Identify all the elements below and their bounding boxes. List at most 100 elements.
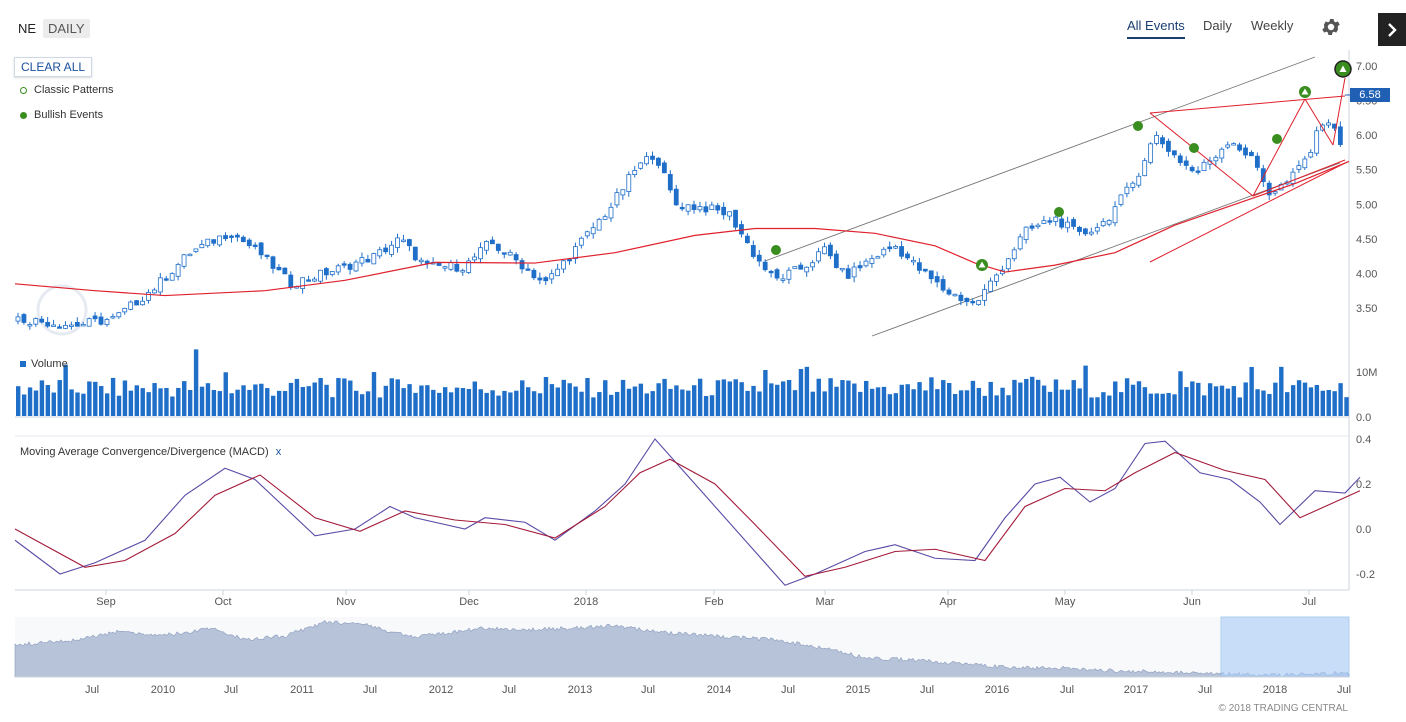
candle-body bbox=[401, 239, 406, 242]
price-tick-label: 5.00 bbox=[1356, 199, 1377, 211]
candle-body bbox=[786, 269, 792, 280]
volume-bar bbox=[1059, 389, 1065, 416]
candle-body bbox=[151, 289, 157, 294]
volume-bar bbox=[1207, 383, 1213, 416]
legend-bullish-events[interactable]: Bullish Events bbox=[20, 109, 103, 121]
x-tick-label: Jun bbox=[1183, 596, 1201, 608]
volume-bar bbox=[1160, 393, 1165, 416]
volume-bar bbox=[431, 389, 436, 416]
candle-body bbox=[762, 261, 768, 271]
volume-bar bbox=[632, 386, 638, 416]
gear-icon[interactable] bbox=[1320, 16, 1342, 38]
volume-bar bbox=[419, 385, 424, 416]
volume-bar bbox=[276, 390, 282, 416]
clear-all-button[interactable]: CLEAR ALL bbox=[14, 57, 93, 77]
x-tick-label: 2018 bbox=[574, 596, 598, 608]
legend-classic-label: Classic Patterns bbox=[34, 84, 114, 96]
candle-body bbox=[584, 231, 590, 237]
candle-body bbox=[1290, 171, 1296, 184]
candle-body bbox=[715, 205, 721, 211]
tab-weekly[interactable]: Weekly bbox=[1251, 18, 1294, 33]
candle-body bbox=[1118, 194, 1124, 205]
bullish-event-markers[interactable] bbox=[771, 60, 1352, 271]
candle-body bbox=[68, 324, 74, 327]
candle-body bbox=[1337, 126, 1343, 145]
macd-tick-label: -0.2 bbox=[1356, 569, 1375, 581]
volume-bar bbox=[834, 386, 839, 416]
volume-bar bbox=[1326, 389, 1331, 416]
x-axis: Sep Oct Nov Dec 2018 Feb Mar Apr May Jun Jul bbox=[96, 590, 1316, 608]
volume-bar bbox=[721, 379, 727, 416]
volume-bar bbox=[93, 381, 98, 416]
navigator-tick-label: 2014 bbox=[707, 684, 731, 696]
candle-body bbox=[804, 266, 810, 273]
interval-badge[interactable]: DAILY bbox=[43, 19, 90, 38]
volume-bar bbox=[1035, 379, 1041, 416]
x-tick-label: Feb bbox=[705, 596, 724, 608]
volume-bar bbox=[531, 391, 537, 416]
candle-body bbox=[1005, 258, 1011, 270]
candle-body bbox=[928, 270, 934, 280]
candle-body bbox=[229, 235, 234, 238]
candle-body bbox=[970, 300, 976, 304]
x-tick-label: Dec bbox=[459, 596, 479, 608]
volume-bar bbox=[1279, 366, 1284, 416]
candle-body bbox=[946, 289, 952, 295]
candle-body bbox=[976, 300, 982, 306]
volume-bar bbox=[128, 390, 134, 416]
expand-panel-button[interactable] bbox=[1378, 13, 1406, 46]
volume-bar bbox=[116, 395, 122, 416]
triangle-up-icon bbox=[1339, 65, 1347, 72]
volume-bar bbox=[1148, 393, 1154, 416]
navigator-tick-label: Jul bbox=[502, 684, 516, 696]
navigator-tick-label: 2010 bbox=[151, 684, 175, 696]
volume-bar bbox=[1071, 380, 1076, 416]
candle-body bbox=[1326, 122, 1331, 126]
candle-body bbox=[1231, 143, 1237, 146]
tab-daily[interactable]: Daily bbox=[1203, 18, 1232, 33]
candle-body bbox=[1213, 156, 1219, 162]
volume-bar bbox=[288, 382, 294, 416]
navigator-tick-label: Jul bbox=[85, 684, 99, 696]
volume-bar bbox=[158, 388, 163, 416]
candle-body bbox=[739, 224, 744, 235]
candle-body bbox=[1130, 182, 1136, 188]
candle-body bbox=[1308, 151, 1314, 158]
volume-bar bbox=[1320, 390, 1325, 416]
volume-bar bbox=[104, 393, 110, 416]
candle-body bbox=[15, 316, 21, 322]
navigator-tick-label: 2018 bbox=[1263, 684, 1287, 696]
candle-body bbox=[140, 300, 145, 306]
legend-classic-patterns[interactable]: Classic Patterns bbox=[20, 84, 113, 96]
candle-body bbox=[756, 254, 762, 262]
navigator[interactable]: Jul 2010 Jul 2011 Jul 2012 Jul 2013 Jul 2014 Jul 20… bbox=[14, 616, 1351, 696]
volume-bar bbox=[1314, 384, 1320, 416]
navigator-tick-label: Jul bbox=[363, 684, 377, 696]
candle-body bbox=[513, 254, 519, 261]
macd-close-button[interactable]: x bbox=[275, 446, 282, 458]
candle-body bbox=[1017, 236, 1023, 250]
volume-bar bbox=[591, 397, 596, 416]
volume-bar bbox=[1290, 385, 1296, 416]
volume-bar bbox=[514, 390, 519, 416]
volume-bar bbox=[294, 378, 300, 416]
candle-body bbox=[157, 277, 163, 293]
tab-all-events[interactable]: All Events bbox=[1127, 18, 1185, 39]
volume-bar bbox=[51, 392, 56, 416]
x-tick-label: Jul bbox=[1302, 596, 1316, 608]
channel-lower bbox=[871, 162, 1341, 337]
candle-body bbox=[1302, 158, 1308, 169]
volume-bars bbox=[16, 349, 1349, 416]
volume-bar bbox=[1225, 388, 1231, 416]
volume-bar bbox=[16, 386, 21, 416]
candle-body bbox=[679, 206, 685, 210]
volume-bar bbox=[745, 390, 750, 416]
candle-body bbox=[881, 248, 887, 256]
candle-body bbox=[1201, 161, 1207, 171]
candle-body bbox=[911, 259, 916, 263]
candle-body bbox=[406, 239, 412, 247]
volume-bar bbox=[520, 380, 525, 416]
volume-bar bbox=[306, 386, 311, 416]
volume-bar bbox=[460, 388, 466, 416]
